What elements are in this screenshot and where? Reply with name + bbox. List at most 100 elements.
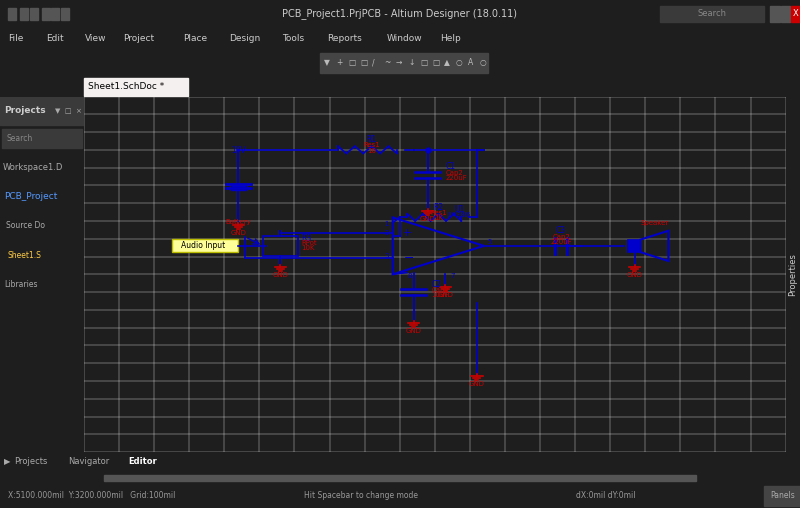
Text: Cap2: Cap2 <box>431 287 449 293</box>
Text: ~: ~ <box>384 58 390 67</box>
Text: C1: C1 <box>446 163 455 171</box>
Text: 5: 5 <box>487 239 492 245</box>
Bar <box>2 129 82 148</box>
Bar <box>8 9 16 19</box>
Text: 220uF: 220uF <box>550 239 572 245</box>
Text: View: View <box>85 34 106 43</box>
Bar <box>781 6 790 22</box>
Text: Reports: Reports <box>327 34 362 43</box>
Text: LM386: LM386 <box>448 212 471 218</box>
Text: 1K: 1K <box>434 215 443 221</box>
Text: Cap2: Cap2 <box>446 170 463 176</box>
Text: RPot: RPot <box>302 240 317 246</box>
Text: GND: GND <box>627 272 642 278</box>
Text: 3: 3 <box>385 253 389 259</box>
Text: Workspace1.D: Workspace1.D <box>2 163 63 172</box>
Text: GND: GND <box>406 328 422 334</box>
Bar <box>764 486 800 505</box>
Text: Battery: Battery <box>226 219 251 225</box>
Text: Search: Search <box>6 134 33 143</box>
Text: Tools: Tools <box>282 34 304 43</box>
Text: Audio Input: Audio Input <box>181 241 226 250</box>
Text: PCB_Project1.PrjPCB - Altium Designer (18.0.11): PCB_Project1.PrjPCB - Altium Designer (1… <box>282 8 518 19</box>
Text: 10uF: 10uF <box>431 293 449 298</box>
Text: Navigator: Navigator <box>68 457 110 466</box>
Text: GND: GND <box>438 292 454 298</box>
Text: +: + <box>403 229 413 238</box>
Text: □: □ <box>360 58 367 67</box>
Text: Sheet1.SchDoc *: Sheet1.SchDoc * <box>88 82 164 91</box>
Text: 8: 8 <box>408 273 413 279</box>
Text: Sheet1.S: Sheet1.S <box>7 250 42 260</box>
Bar <box>42 9 50 19</box>
Text: Editor: Editor <box>128 457 157 466</box>
Text: R2: R2 <box>434 203 443 212</box>
Bar <box>104 474 696 482</box>
Text: ▶: ▶ <box>4 457 10 466</box>
Bar <box>320 53 488 73</box>
Text: Res1: Res1 <box>430 210 446 215</box>
Text: Project: Project <box>123 34 154 43</box>
Bar <box>791 6 800 22</box>
Text: 220uF: 220uF <box>446 175 467 181</box>
Bar <box>20 9 28 19</box>
Text: Edit: Edit <box>46 34 64 43</box>
Text: Projects: Projects <box>4 106 46 115</box>
Text: Panels: Panels <box>770 491 794 500</box>
Text: Source Do: Source Do <box>6 221 45 231</box>
Text: ↓: ↓ <box>408 58 414 67</box>
Bar <box>30 9 38 19</box>
Text: C2: C2 <box>431 280 442 289</box>
Text: +: + <box>336 58 342 67</box>
Text: □: □ <box>348 58 355 67</box>
Text: Cap2: Cap2 <box>552 234 570 240</box>
Text: 10: 10 <box>367 148 376 154</box>
Text: Search: Search <box>698 9 726 18</box>
Text: 2: 2 <box>385 230 389 236</box>
Text: Speaker: Speaker <box>640 220 669 227</box>
Text: Projects: Projects <box>14 457 48 466</box>
Text: Hit Spacebar to change mode: Hit Spacebar to change mode <box>304 491 418 500</box>
Text: 1: 1 <box>385 221 389 227</box>
Bar <box>263 236 298 256</box>
Text: ▼  □  ×: ▼ □ × <box>54 108 82 114</box>
Text: /: / <box>372 58 374 67</box>
Text: −: − <box>403 252 414 265</box>
Text: File: File <box>8 34 23 43</box>
Text: Window: Window <box>387 34 423 43</box>
Text: R1: R1 <box>366 135 377 144</box>
Text: Properties: Properties <box>788 253 798 296</box>
Text: U1: U1 <box>454 205 465 214</box>
Bar <box>628 240 640 252</box>
Text: X:5100.000mil  Y:3200.000mil   Grid:100mil: X:5100.000mil Y:3200.000mil Grid:100mil <box>8 491 175 500</box>
Text: C3: C3 <box>556 227 566 235</box>
Text: X: X <box>793 9 799 18</box>
Bar <box>51 9 59 19</box>
Text: →: → <box>396 58 402 67</box>
Bar <box>0 97 84 125</box>
Text: □: □ <box>420 58 427 67</box>
Text: 10K: 10K <box>302 245 315 251</box>
Text: ○: ○ <box>480 58 486 67</box>
Bar <box>770 6 780 22</box>
Text: dX:0mil dY:0mil: dX:0mil dY:0mil <box>576 491 635 500</box>
Text: 10V: 10V <box>231 146 246 155</box>
Text: ▼: ▼ <box>324 58 330 67</box>
Text: 7: 7 <box>450 273 454 279</box>
Text: ○: ○ <box>456 58 462 67</box>
Text: GND: GND <box>420 216 436 221</box>
Text: PCB_Project: PCB_Project <box>4 193 58 201</box>
Bar <box>61 9 69 19</box>
Bar <box>660 6 764 22</box>
Text: GND: GND <box>469 381 485 387</box>
Bar <box>172 239 238 252</box>
Text: Help: Help <box>440 34 461 43</box>
Text: Res1: Res1 <box>363 142 380 148</box>
Text: Design: Design <box>229 34 260 43</box>
Text: Place: Place <box>183 34 207 43</box>
Text: GND: GND <box>230 230 246 236</box>
Text: A: A <box>468 58 474 67</box>
Text: R3: R3 <box>302 234 312 242</box>
Text: □: □ <box>432 58 439 67</box>
Text: GND: GND <box>273 272 288 278</box>
